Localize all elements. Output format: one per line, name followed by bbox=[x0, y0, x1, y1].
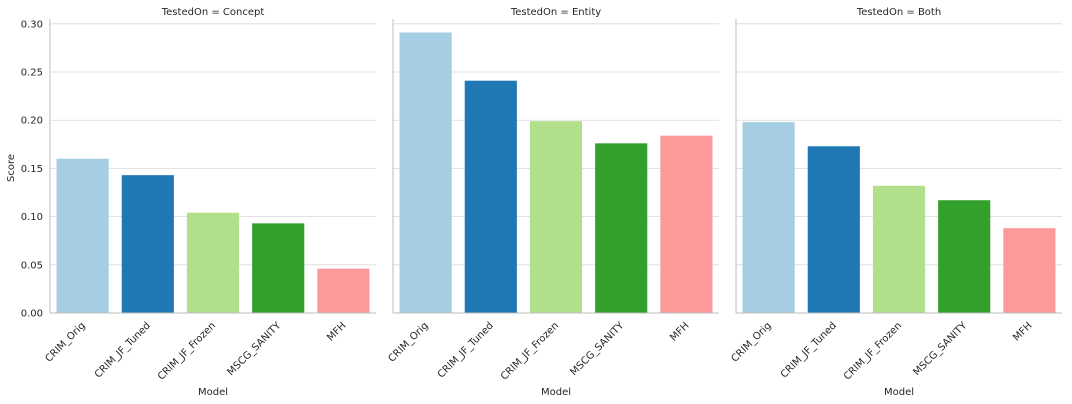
x-tick-label: CRIM_JF_Tuned bbox=[93, 320, 153, 380]
facet-panel-entity: CRIM_Orig CRIM_JF_Tuned CRIM_JF_Frozen MSCG… bbox=[386, 7, 719, 398]
facet-title: TestedOn = Concept bbox=[161, 7, 265, 18]
bar-crim-jf-frozen bbox=[186, 212, 240, 313]
bar-crim-jf-tuned bbox=[121, 175, 174, 313]
x-tick-label: CRIM_JF_Tuned bbox=[779, 320, 839, 380]
x-tick-label: CRIM_Orig bbox=[386, 320, 430, 364]
x-tick-label: CRIM_Orig bbox=[43, 320, 87, 364]
facet-title: TestedOn = Both bbox=[856, 7, 941, 18]
x-tick-label: CRIM_JF_Frozen bbox=[499, 320, 561, 382]
bar-mfh bbox=[660, 135, 713, 313]
y-axis-label: Score bbox=[6, 154, 17, 182]
bar-mscg-sanity bbox=[595, 143, 648, 313]
x-axis-label: Model bbox=[541, 387, 571, 398]
bar-mfh bbox=[1003, 228, 1056, 313]
x-tick-label: MFH bbox=[668, 320, 691, 343]
bar-crim-jf-tuned bbox=[807, 146, 860, 313]
x-axis-label: Model bbox=[198, 387, 228, 398]
x-tick-label: MFH bbox=[1011, 320, 1034, 343]
bar-mfh bbox=[317, 268, 370, 313]
y-tick-label: 0.15 bbox=[21, 164, 43, 175]
x-tick-label: MSCG_SANITY bbox=[226, 320, 284, 378]
x-axis-label: Model bbox=[884, 387, 914, 398]
bar-crim-orig bbox=[742, 122, 795, 313]
y-tick-label: 0.05 bbox=[21, 260, 43, 271]
bar-mscg-sanity bbox=[252, 223, 305, 313]
bar-crim-jf-tuned bbox=[464, 80, 517, 313]
x-tick-label: MSCG_SANITY bbox=[569, 320, 627, 378]
facet-title: TestedOn = Entity bbox=[510, 7, 601, 18]
y-tick-label: 0.25 bbox=[21, 68, 43, 79]
y-tick-label: 0.30 bbox=[21, 19, 43, 30]
y-tick-label: 0.20 bbox=[21, 116, 43, 127]
bar-crim-orig bbox=[56, 158, 109, 313]
bar-crim-jf-frozen bbox=[529, 121, 583, 313]
x-tick-label: CRIM_JF_Tuned bbox=[436, 320, 496, 380]
bar-mscg-sanity bbox=[938, 200, 991, 313]
facet-panel-both: CRIM_Orig CRIM_JF_Tuned CRIM_JF_Frozen MSCG… bbox=[729, 7, 1062, 398]
bar-crim-orig bbox=[399, 32, 452, 313]
x-tick-label: MSCG_SANITY bbox=[912, 320, 970, 378]
y-tick-label: 0.10 bbox=[21, 212, 43, 223]
y-tick-label: 0.00 bbox=[21, 309, 43, 320]
bar-crim-jf-frozen bbox=[872, 185, 926, 313]
x-tick-label: MFH bbox=[325, 320, 348, 343]
x-tick-label: CRIM_Orig bbox=[729, 320, 773, 364]
x-tick-label: CRIM_JF_Frozen bbox=[156, 320, 218, 382]
x-tick-label: CRIM_JF_Frozen bbox=[842, 320, 904, 382]
